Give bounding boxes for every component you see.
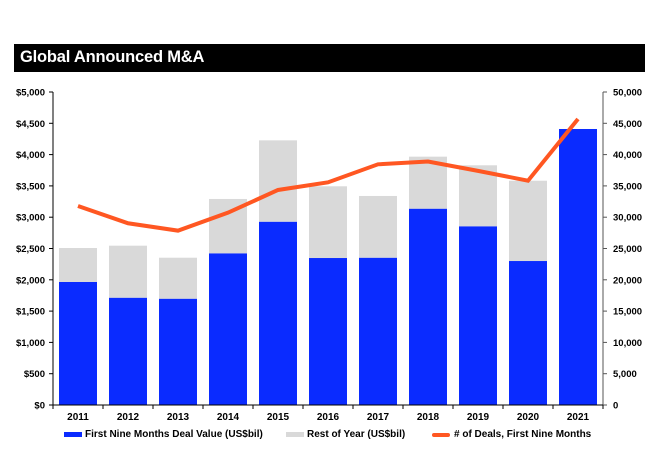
y-left-tick-label: $1,500 <box>16 307 45 318</box>
y-left-tick-label: $500 <box>24 369 45 380</box>
y-right-tick-label: 30,000 <box>613 213 642 224</box>
legend-swatch-orange-line <box>432 432 450 437</box>
x-tick-label: 2017 <box>367 412 390 423</box>
legend-label: First Nine Months Deal Value (US$bil) <box>85 429 263 440</box>
bar-first-nine-months-2012 <box>109 297 147 405</box>
legend: First Nine Months Deal Value (US$bil) Re… <box>0 429 665 445</box>
chart-title: Global Announced M&A <box>20 48 205 66</box>
y-right-tick-label: 50,000 <box>613 88 642 99</box>
x-tick-label: 2014 <box>217 412 240 423</box>
bar-first-nine-months-2019 <box>459 226 497 405</box>
bar-first-nine-months-2013 <box>159 298 197 405</box>
bar-rest-of-year-2012 <box>109 245 147 298</box>
x-tick-label: 2016 <box>317 412 340 423</box>
y-right-tick-label: 5,000 <box>613 369 637 380</box>
y-left-tick-label: $3,500 <box>16 181 45 192</box>
y-right-tick-label: 15,000 <box>613 307 642 318</box>
bar-first-nine-months-2014 <box>209 253 247 405</box>
legend-item-first-nine-months: First Nine Months Deal Value (US$bil) <box>64 429 263 440</box>
x-tick-label: 2012 <box>117 412 140 423</box>
bar-first-nine-months-2016 <box>309 258 347 405</box>
legend-label: Rest of Year (US$bil) <box>307 429 406 440</box>
legend-swatch-blue <box>64 432 82 437</box>
y-left-tick-label: $2,500 <box>16 244 45 255</box>
y-left-tick-label: $3,000 <box>16 213 45 224</box>
bar-rest-of-year-2017 <box>359 195 397 258</box>
x-tick-label: 2019 <box>467 412 490 423</box>
y-right-tick-label: 25,000 <box>613 244 642 255</box>
y-right-tick-label: 35,000 <box>613 181 642 192</box>
legend-item-rest-of-year: Rest of Year (US$bil) <box>286 429 405 440</box>
y-right-tick-label: 20,000 <box>613 275 642 286</box>
y-left-tick-label: $4,500 <box>16 119 45 130</box>
y-right-tick-label: 40,000 <box>613 150 642 161</box>
bar-first-nine-months-2015 <box>259 221 297 405</box>
bar-rest-of-year-2013 <box>159 257 197 299</box>
legend-swatch-gray <box>286 432 304 437</box>
x-tick-label: 2018 <box>417 412 440 423</box>
line-group <box>77 117 580 233</box>
bar-rest-of-year-2019 <box>459 165 497 227</box>
bar-first-nine-months-2011 <box>59 281 97 405</box>
y-left-tick-label: $2,000 <box>16 275 45 286</box>
legend-item-deals: # of Deals, First Nine Months <box>432 429 591 440</box>
bar-rest-of-year-2016 <box>309 186 347 259</box>
x-tick-label: 2015 <box>267 412 290 423</box>
bar-first-nine-months-2020 <box>509 261 547 405</box>
legend-label: # of Deals, First Nine Months <box>454 429 592 440</box>
bar-first-nine-months-2021 <box>559 128 597 406</box>
y-right-tick-label: 10,000 <box>613 338 642 349</box>
x-tick-label: 2020 <box>517 412 540 423</box>
x-tick-label: 2011 <box>67 412 89 423</box>
y-left-tick-label: $0 <box>34 401 45 412</box>
bar-rest-of-year-2015 <box>259 140 297 222</box>
axes-group: $0 $500 $1,000 $1,500 $2,000 $2,500 $3,000 $3,5… <box>16 88 642 424</box>
x-tick-label: 2021 <box>567 412 590 423</box>
y-left-tick-label: $5,000 <box>16 88 45 99</box>
y-left-tick-label: $4,000 <box>16 150 45 161</box>
y-left-tick-label: $1,000 <box>16 338 45 349</box>
bar-rest-of-year-2011 <box>59 247 97 282</box>
bar-first-nine-months-2018 <box>409 208 447 405</box>
y-right-tick-label: 0 <box>613 401 618 412</box>
chart-title-bar: Global Announced M&A <box>14 44 645 72</box>
bar-rest-of-year-2020 <box>509 180 547 262</box>
y-right-tick-label: 45,000 <box>613 119 642 130</box>
bar-first-nine-months-2017 <box>359 257 397 405</box>
bars-group <box>59 128 597 406</box>
x-tick-label: 2013 <box>167 412 190 423</box>
